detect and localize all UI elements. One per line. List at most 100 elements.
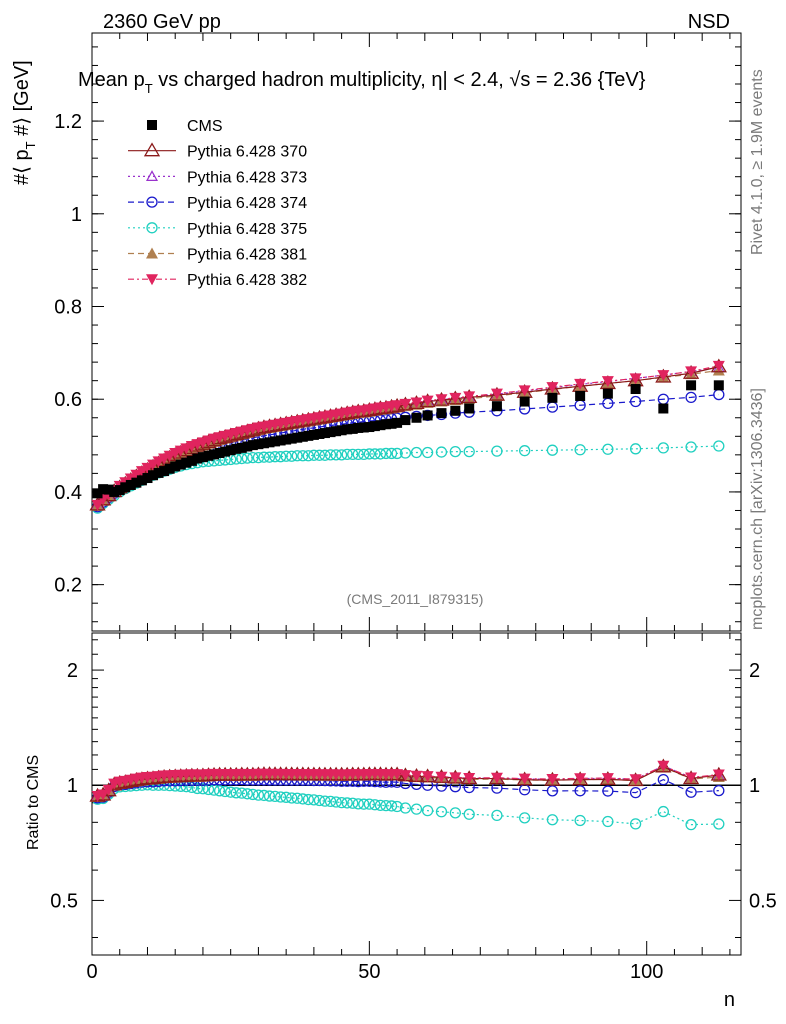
ratio-point-p382 (391, 769, 404, 781)
main-point-p375 (230, 453, 242, 465)
series-p370 (89, 358, 727, 802)
main-point-p375 (297, 450, 309, 462)
main-line-p370 (97, 366, 719, 506)
ratio-point-p375 (230, 787, 242, 799)
ratio-point-p375 (574, 814, 586, 827)
ratio-point-p375 (324, 795, 337, 808)
ratio-y-tick-label-right: 1 (749, 775, 760, 797)
x-tick-label: 0 (86, 961, 97, 983)
main-point-CMS (258, 438, 269, 449)
main-point-p375 (269, 451, 281, 463)
series-CMS (92, 380, 724, 499)
main-point-CMS (686, 380, 697, 391)
ratio-point-p375 (347, 797, 359, 809)
main-point-CMS (358, 422, 369, 433)
legend-entry-CMS: CMS (147, 118, 223, 135)
main-point-p375 (602, 443, 614, 455)
main-point-CMS (602, 388, 613, 399)
ratio-point-p375 (319, 795, 331, 807)
axes-layer: 0.2 0.4 0.6 0.8 1 1.2 0.5 0.5 1 1 2 2 0 50 100 (50, 33, 777, 983)
legend-label: Pythia 6.428 382 (187, 272, 307, 289)
series-p373 (91, 361, 725, 801)
title-eta-rest: | < 2.4, (442, 69, 509, 91)
main-point-p382 (130, 469, 143, 481)
main-point-CMS (331, 426, 342, 437)
title-main: Mean p (78, 69, 145, 91)
main-point-CMS (114, 485, 125, 496)
main-point-CMS (175, 459, 186, 470)
main-point-CMS (364, 422, 375, 433)
main-point-CMS (270, 436, 281, 447)
main-point-CMS (125, 479, 136, 490)
ratio-point-p375 (602, 815, 614, 828)
main-point-p382 (410, 397, 423, 409)
main-point-p375 (435, 446, 448, 458)
ratio-line-p375 (97, 784, 719, 826)
main-point-p375 (574, 444, 586, 456)
main-point-p382 (91, 499, 104, 511)
ratio-point-p375 (274, 791, 287, 803)
ratio-point-p382 (685, 772, 698, 784)
main-point-p375 (713, 440, 725, 452)
main-point-p374 (685, 391, 697, 404)
main-point-p370 (682, 364, 700, 379)
ratio-point-p375 (546, 814, 559, 826)
main-point-CMS (303, 430, 314, 441)
main-point-CMS (236, 442, 247, 453)
main-point-CMS (392, 417, 403, 428)
main-point-CMS (400, 415, 411, 426)
title-s: s = 2.36 {TeV} (520, 69, 645, 91)
main-point-p375 (391, 447, 403, 460)
rivet-version-label: Rivet 4.1.0, ≥ 1.9M events (749, 69, 766, 255)
main-point-CMS (411, 412, 422, 423)
title-sqrt: √ (509, 69, 520, 91)
mcplots-label: mcplots.cern.ch [arXiv:1306.3436] (749, 388, 766, 630)
main-point-CMS (197, 452, 208, 463)
main-point-CMS (286, 433, 297, 444)
main-point-p370 (599, 375, 617, 390)
title-eta: η (431, 69, 442, 91)
ratio-point-p382 (97, 789, 110, 801)
main-point-p375 (263, 451, 276, 463)
ratio-line-p381 (97, 766, 719, 798)
main-point-p382 (490, 388, 503, 400)
main-point-CMS (209, 449, 220, 460)
main-y-tick-label: 1.2 (54, 111, 82, 133)
ratio-point-p375 (252, 789, 265, 801)
main-point-CMS (131, 477, 142, 488)
main-point-p375 (629, 443, 642, 455)
ratio-point-p375 (685, 818, 697, 831)
main-point-p375 (363, 448, 376, 460)
ratio-point-p375 (330, 796, 342, 808)
main-point-p375 (335, 449, 348, 461)
main-point-CMS (98, 484, 109, 495)
ratio-point-p375 (191, 782, 204, 795)
ratio-point-p375 (435, 806, 448, 818)
ratio-point-p374 (629, 786, 642, 799)
main-point-p382 (435, 394, 448, 406)
main-point-p375 (380, 447, 392, 460)
main-point-p375 (319, 449, 331, 461)
main-point-CMS (375, 420, 386, 431)
main-point-p382 (449, 392, 462, 404)
ratio-point-p375 (219, 785, 231, 798)
main-point-CMS (575, 390, 586, 401)
legend-label: Pythia 6.428 381 (187, 247, 307, 264)
ratio-point-p382 (410, 770, 423, 782)
main-point-CMS (436, 408, 447, 419)
main-point-p375 (330, 449, 342, 461)
main-line-p382 (97, 365, 719, 506)
main-point-p382 (629, 373, 642, 385)
ratio-point-p375 (269, 790, 281, 803)
legend-entry-p370: Pythia 6.428 370 (128, 142, 307, 161)
ratio-point-p375 (286, 792, 298, 804)
main-point-p375 (421, 446, 434, 459)
ratio-y-tick-label-right: 2 (749, 660, 760, 682)
ratio-point-p375 (213, 785, 226, 797)
main-y-tick-label: 0.8 (54, 297, 82, 319)
main-point-CMS (186, 455, 197, 466)
main-point-p375 (341, 448, 353, 461)
main-point-CMS (164, 463, 175, 474)
main-point-CMS (109, 486, 120, 497)
main-point-p382 (657, 370, 670, 382)
